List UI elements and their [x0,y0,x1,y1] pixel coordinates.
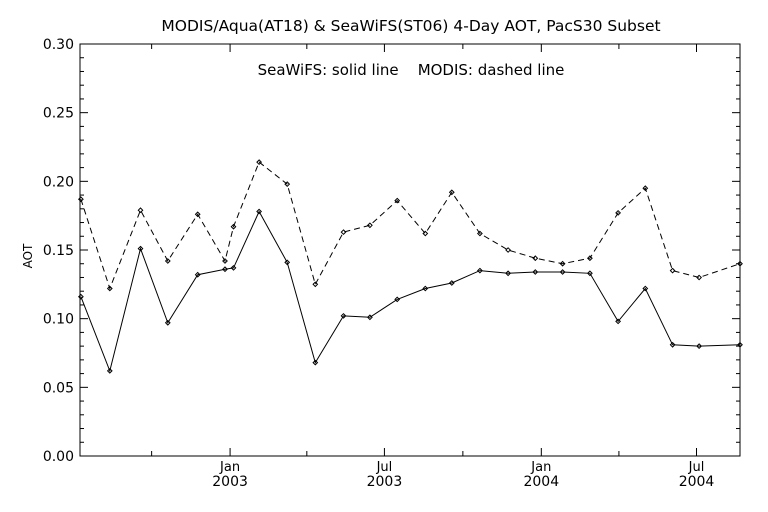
data-point-seawifs [669,341,676,348]
y-ticks: 0.00 0.05 0.10 0.15 0.20 0.25 0.30 [43,37,740,465]
data-point-modis [137,207,144,214]
series-line-seawifs [80,210,741,373]
y-tick-label: 0.25 [43,106,74,122]
data-point-seawifs [106,367,113,374]
x-tick-year-label: 2004 [523,474,559,490]
data-point-modis [366,222,373,229]
data-point-seawifs [256,208,263,215]
data-point-seawifs [137,245,144,252]
data-point-seawifs [164,319,171,326]
data-point-modis [532,255,539,262]
y-tick-label: 0.20 [43,174,74,190]
x-tick-month-label: Jan [530,460,551,475]
data-point-modis [422,230,429,237]
series-line-modis [80,161,741,290]
y-axis-label: AOT [21,243,35,268]
data-point-seawifs [422,285,429,292]
data-point-seawifs [312,359,319,366]
data-point-seawifs [505,270,512,277]
data-point-modis [222,258,228,264]
x-tick-month-label: Jan [219,460,240,475]
data-point-modis [448,189,455,196]
x-tick-year-label: 2003 [367,474,403,490]
y-tick-label: 0.05 [43,380,74,396]
data-point-modis [256,159,263,166]
data-point-modis [77,196,84,203]
data-point-seawifs [448,280,455,286]
data-point-seawifs [586,270,593,277]
data-point-modis [669,267,676,274]
data-point-modis [312,281,319,288]
data-point-seawifs [532,269,539,275]
data-point-seawifs [737,341,743,348]
y-tick-label: 0.00 [43,449,74,465]
plot-area [77,159,743,374]
data-point-modis [284,181,291,188]
data-point-seawifs [615,318,622,325]
chart-title: MODIS/Aqua(AT18) & SeaWiFS(ST06) 4-Day A… [161,17,660,35]
axes [79,43,741,457]
x-tick-month-label: Jul [376,460,393,475]
x-tick-year-label: 2004 [679,474,715,490]
data-point-seawifs [284,259,291,266]
data-point-seawifs [642,285,649,292]
plot-frame [79,43,741,457]
data-point-seawifs [366,314,373,321]
data-point-modis [505,247,512,253]
y-tick-label: 0.10 [43,312,74,328]
data-point-modis [106,285,113,292]
data-point-seawifs [222,266,228,273]
x-tick-year-label: 2003 [212,474,248,490]
data-point-modis [340,229,347,236]
data-point-seawifs [194,271,201,278]
data-point-modis [194,211,201,218]
data-point-modis [615,209,622,216]
data-point-modis [164,258,171,264]
data-point-modis [696,274,703,281]
data-point-modis [586,255,593,262]
data-point-modis [737,260,743,267]
data-point-seawifs [340,312,347,319]
data-point-seawifs [559,269,566,275]
data-point-seawifs [394,296,401,303]
data-point-seawifs [77,293,84,300]
data-point-modis [559,260,566,267]
data-point-seawifs [476,267,483,274]
y-tick-label: 0.15 [43,243,74,259]
data-point-seawifs [230,264,237,271]
data-point-seawifs [696,343,703,350]
data-point-modis [642,185,649,192]
x-tick-month-label: Jul [688,460,705,475]
data-point-modis [394,197,401,204]
data-point-modis [476,230,483,237]
data-point-modis [230,223,237,230]
y-tick-label: 0.30 [43,37,74,53]
chart-annotation: SeaWiFS: solid line MODIS: dashed line [258,61,565,79]
